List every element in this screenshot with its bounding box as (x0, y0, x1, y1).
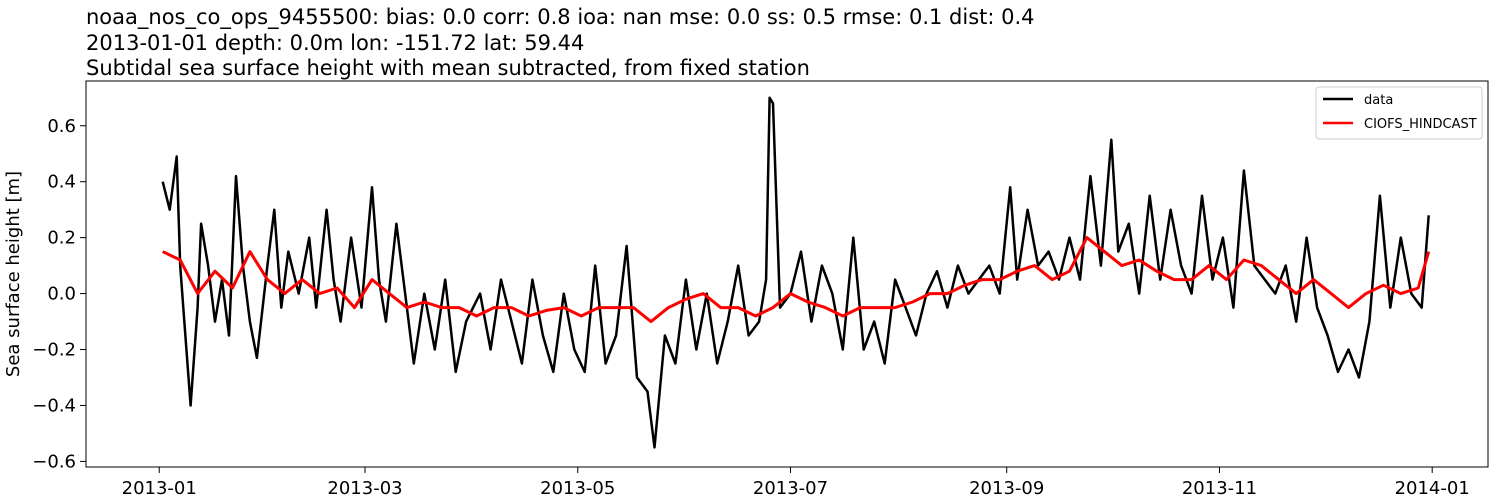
series-line-data (161, 96, 1430, 449)
x-tick-label: 2013-11 (1182, 478, 1257, 499)
x-axis: 2013-01 2013-03 2013-05 2013-07 2013-09 2013-… (122, 467, 1470, 499)
plot-area-frame (85, 80, 1489, 468)
x-tick-label: 2013-05 (540, 478, 615, 499)
x-tick-label: 2013-03 (327, 478, 402, 499)
chart-title-line-2: 2013-01-01 depth: 0.0m lon: -151.72 lat:… (86, 31, 584, 55)
chart-title-line-3: Subtidal sea surface height with mean su… (86, 56, 810, 80)
y-tick-label: −0.6 (32, 451, 76, 472)
x-tick-label: 2014-01 (1395, 478, 1470, 499)
series-layer (161, 96, 1431, 449)
legend-box (1315, 86, 1483, 140)
x-tick-label: 2013-01 (122, 478, 197, 499)
y-tick-label: 0.4 (47, 172, 76, 193)
y-axis: 0.6 0.4 0.2 0.0 −0.2 −0.4 −0.6 (32, 116, 86, 472)
legend-label-data: data (1364, 93, 1393, 108)
y-axis-label: Sea surface height [m] (3, 171, 24, 377)
legend-label-ciofs-hindcast: CIOFS_HINDCAST (1364, 117, 1477, 132)
legend: data CIOFS_HINDCAST (1315, 86, 1483, 140)
x-tick-label: 2013-09 (969, 478, 1044, 499)
y-tick-label: 0.6 (47, 116, 76, 137)
y-tick-label: −0.4 (32, 395, 76, 416)
y-tick-label: 0.2 (47, 228, 76, 249)
y-tick-label: 0.0 (47, 284, 76, 305)
series-line-ciofs-hindcast (162, 236, 1431, 324)
x-tick-label: 2013-07 (753, 478, 828, 499)
y-tick-label: −0.2 (32, 340, 76, 361)
chart-title-line-1: noaa_nos_co_ops_9455500: bias: 0.0 corr:… (86, 5, 1035, 30)
